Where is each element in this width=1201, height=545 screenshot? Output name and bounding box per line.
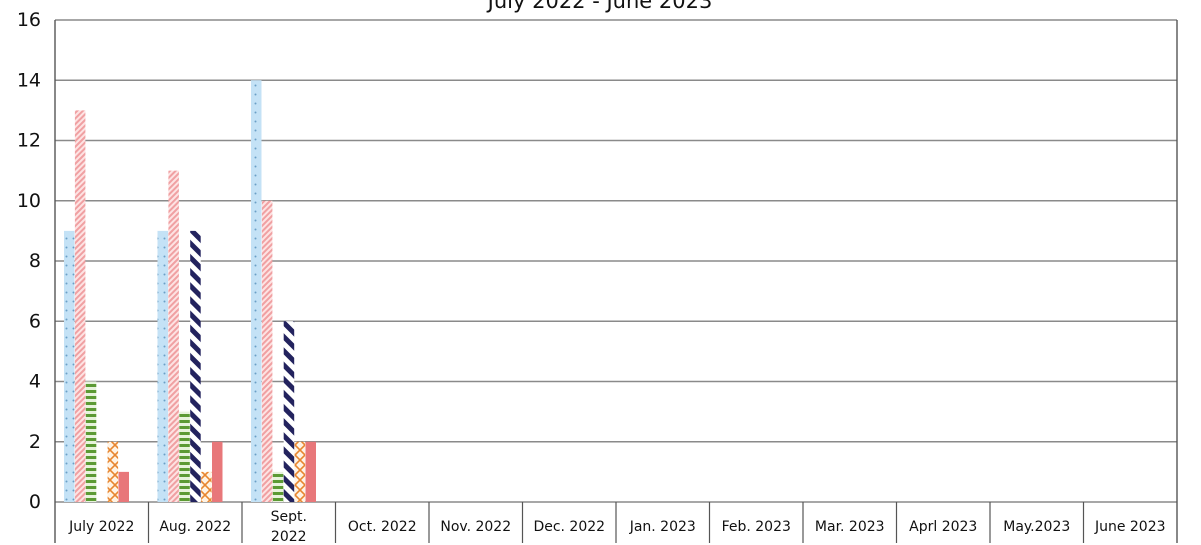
y-tick-label: 8	[29, 250, 41, 272]
y-tick-label: 10	[17, 190, 41, 212]
bar	[294, 441, 306, 502]
bars	[64, 80, 316, 502]
x-category-label: Aug. 2022	[159, 519, 231, 535]
bar	[272, 471, 284, 502]
bar	[74, 110, 86, 502]
x-category-label: Dec. 2022	[533, 519, 605, 535]
bar	[85, 381, 97, 502]
x-category-label: July 2022	[68, 519, 134, 535]
x-category-label: Nov. 2022	[440, 519, 511, 535]
y-tick-label: 4	[29, 371, 41, 393]
x-category-label: May.2023	[1003, 519, 1070, 535]
y-tick-label: 12	[17, 130, 41, 152]
bar	[107, 441, 119, 502]
x-category-label: Jan. 2023	[629, 519, 696, 535]
plot-frame	[54, 20, 1178, 543]
bar	[212, 441, 223, 502]
y-tick-label: 6	[29, 310, 41, 332]
gridlines	[55, 19, 1177, 503]
bar	[190, 230, 201, 502]
chart-title: July 2022 - June 2023	[486, 0, 713, 13]
y-tick-label: 0	[29, 491, 41, 513]
x-category-label: June 2023	[1094, 519, 1166, 535]
bar	[168, 170, 179, 502]
bar	[157, 230, 168, 502]
y-tick-label: 2	[29, 431, 41, 453]
x-category-label: Sept.	[271, 509, 307, 525]
x-category-labels: July 2022 Aug. 2022 Sept. 2022 Oct. 2022 Nov.…	[68, 509, 1165, 545]
bar	[179, 411, 190, 502]
x-category-label: 2022	[271, 529, 307, 545]
bar	[305, 441, 316, 502]
y-tick-label: 14	[17, 69, 41, 91]
y-tick-label: 16	[17, 9, 41, 31]
bar	[64, 230, 75, 502]
x-category-label: Feb. 2023	[722, 519, 791, 535]
y-tick-labels: 0 2 4 6 8 10 12 14 16	[17, 9, 41, 513]
bar	[201, 471, 212, 502]
bar	[251, 80, 262, 502]
bar	[261, 200, 273, 502]
x-category-label: Aprl 2023	[909, 519, 977, 535]
bar	[118, 471, 129, 502]
x-category-label: Mar. 2023	[815, 519, 885, 535]
bar	[283, 321, 295, 502]
x-category-label: Oct. 2022	[348, 519, 417, 535]
